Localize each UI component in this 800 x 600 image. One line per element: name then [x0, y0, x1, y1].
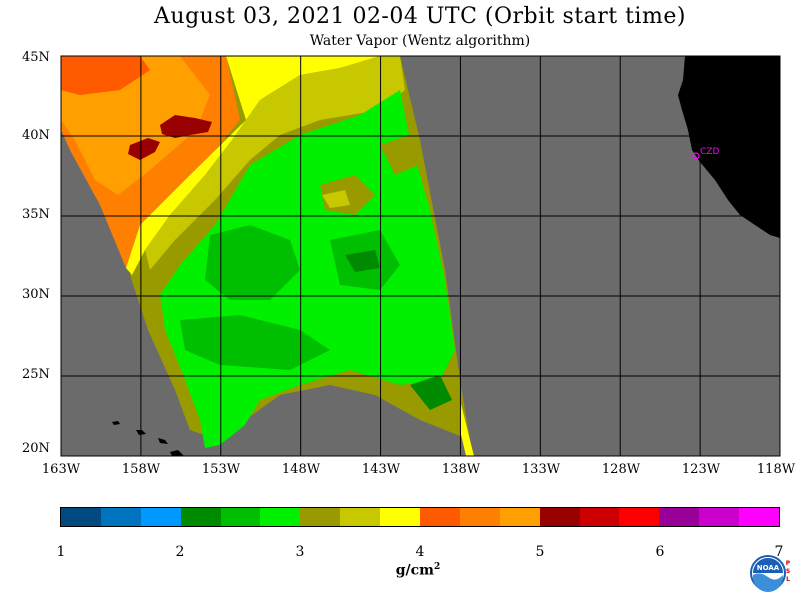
lon-label: 123W — [681, 462, 721, 477]
station-marker — [692, 152, 700, 160]
noaa-logo: NOAA P S L — [750, 555, 791, 592]
colorbar-swatch — [539, 508, 580, 526]
colorbar-swatch — [459, 508, 500, 526]
lon-label: 143W — [361, 462, 401, 477]
colorbar-swatch — [220, 508, 261, 526]
green-patch-5 — [410, 375, 452, 410]
swath-south-edge — [200, 400, 260, 448]
green-patch-4 — [345, 250, 380, 272]
colorbar-tick-label: 7 — [774, 544, 784, 560]
colorbar-swatch — [140, 508, 181, 526]
colorbar-swatch — [499, 508, 540, 526]
lat-label: 40N — [22, 128, 50, 143]
colorbar-swatch — [180, 508, 221, 526]
lon-label: 153W — [201, 462, 241, 477]
colorbar-tick-label: 6 — [655, 544, 665, 560]
hawaii-island-4 — [170, 450, 184, 456]
colorbar-tick-label: 4 — [415, 544, 425, 560]
california-coast — [678, 56, 780, 238]
colorbar-tick-label: 5 — [535, 544, 545, 560]
colorbar-swatch — [100, 508, 141, 526]
units-text: g/cm — [395, 562, 434, 579]
lon-label: 158W — [121, 462, 161, 477]
station-label: CZD — [700, 147, 720, 157]
lon-label: 133W — [521, 462, 561, 477]
lat-label: 25N — [22, 367, 50, 382]
colorbar-swatch — [260, 508, 301, 526]
hawaii-island-1 — [112, 421, 120, 425]
colorbar — [60, 507, 780, 527]
colorbar-units: g/cm2 — [378, 562, 458, 579]
units-superscript: 2 — [433, 562, 441, 572]
colorbar-swatch — [61, 508, 101, 526]
colorbar-swatch — [619, 508, 660, 526]
colorbar-swatch — [380, 508, 421, 526]
lat-label: 20N — [22, 441, 50, 456]
noaa-logo-text: NOAA — [757, 564, 780, 572]
map-title: August 03, 2021 02-04 UTC (Orbit start t… — [154, 4, 686, 29]
colorbar-swatch — [739, 508, 780, 526]
lat-label: 35N — [22, 207, 50, 222]
colorbar-swatch — [659, 508, 700, 526]
map-frame — [60, 55, 781, 457]
lat-label: 30N — [22, 287, 50, 302]
swath-east-yellow — [460, 400, 474, 456]
colorbar-tick-label: 3 — [295, 544, 305, 560]
lon-label: 163W — [41, 462, 81, 477]
colorbar-swatch — [340, 508, 381, 526]
colorbar-swatch — [420, 508, 460, 526]
swath-khaki — [145, 56, 405, 270]
colorbar-tick-label: 1 — [56, 544, 66, 560]
green-patch-1 — [205, 225, 300, 300]
lat-lon-grid — [61, 56, 780, 456]
colorbar-swatch — [300, 508, 341, 526]
swath-yellow-edge — [126, 56, 380, 275]
high-vapor-blob-2 — [128, 138, 160, 160]
map-subtitle: Water Vapor (Wentz algorithm) — [309, 33, 531, 49]
olive-patch-2 — [380, 135, 418, 175]
green-patch-3 — [180, 315, 330, 370]
lon-label: 118W — [756, 462, 796, 477]
colorbar-swatch — [699, 508, 740, 526]
olive-patch-3 — [322, 190, 350, 208]
swath-deep-orange — [61, 56, 150, 95]
colorbar-tick-label: 2 — [175, 544, 185, 560]
lon-label: 138W — [441, 462, 481, 477]
hawaii-island-3 — [158, 438, 168, 444]
colorbar-swatch — [579, 508, 620, 526]
psl-logo-p: P — [786, 560, 791, 567]
lat-label: 45N — [22, 50, 50, 65]
high-vapor-blob — [160, 115, 212, 138]
lon-label: 128W — [601, 462, 641, 477]
lon-label: 148W — [281, 462, 321, 477]
psl-logo-s: S — [786, 568, 790, 575]
psl-logo-l: L — [786, 576, 790, 583]
